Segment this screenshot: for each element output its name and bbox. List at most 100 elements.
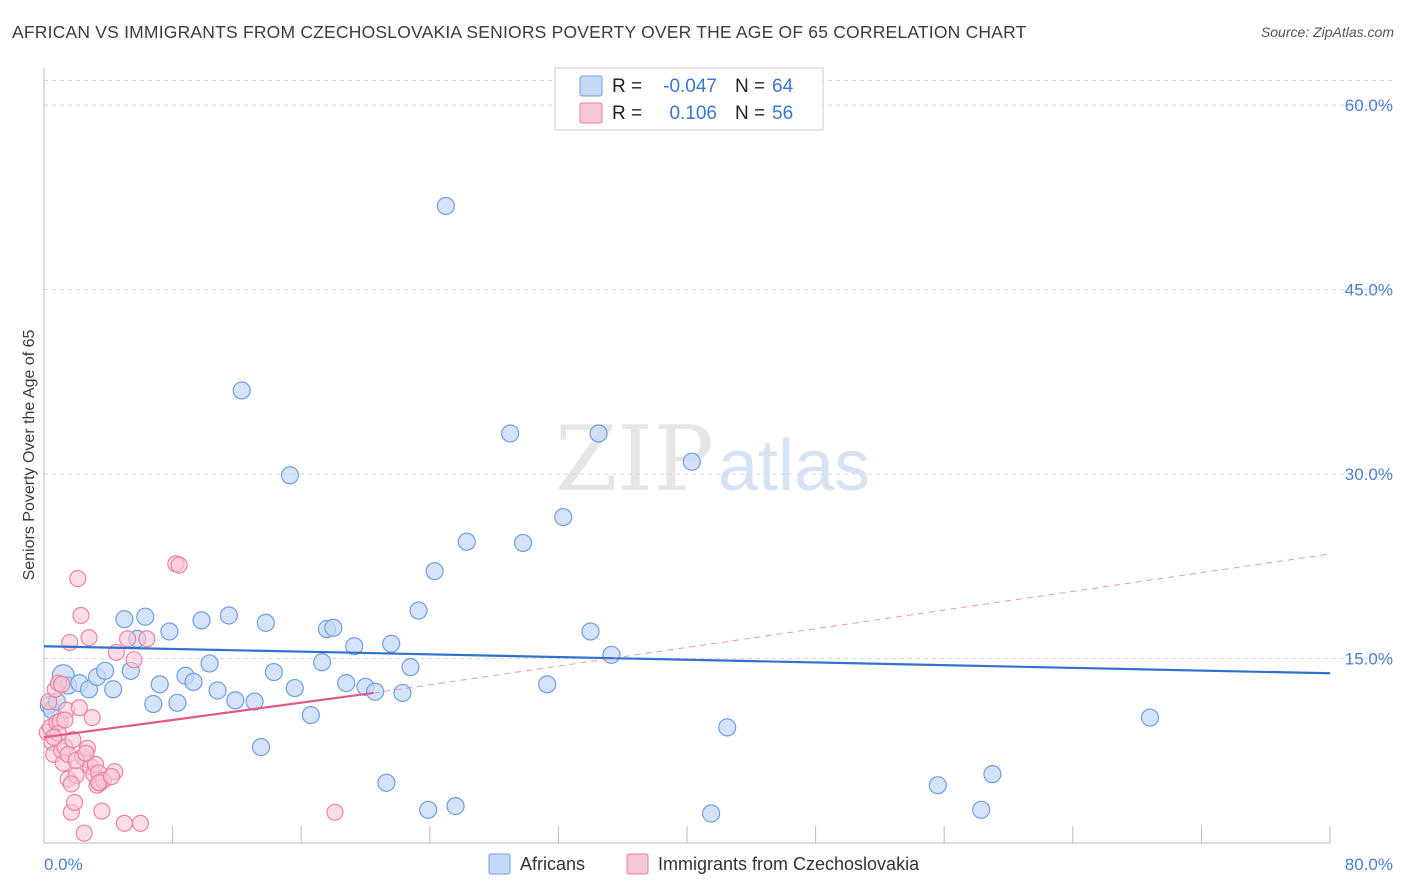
africans-point: [256, 613, 275, 632]
africans-point: [419, 800, 438, 819]
czech-point: [125, 651, 143, 669]
y-axis-title: Seniors Poverty Over the Age of 65: [21, 330, 38, 581]
africans-point: [436, 196, 455, 216]
africans-point: [219, 606, 238, 625]
czech-point: [102, 768, 121, 786]
czech-point: [93, 802, 111, 820]
africans-point: [144, 694, 163, 714]
chart-title: AFRICAN VS IMMIGRANTS FROM CZECHOSLOVAKI…: [12, 22, 1027, 42]
africans-point: [232, 381, 251, 400]
y-tick-label-60: 60.0%: [1345, 96, 1393, 115]
legend-n-value-0: 64: [772, 76, 794, 97]
tick-labels: 15.0% 30.0% 45.0% 60.0% 0.0% 80.0%: [44, 96, 1393, 874]
czech-points: [38, 555, 344, 842]
africans-point: [554, 507, 573, 527]
watermark-atlas: atlas: [718, 426, 870, 506]
africans-point: [581, 622, 600, 641]
africans-point: [983, 765, 1002, 784]
africans-point: [280, 466, 300, 485]
africans-point: [972, 800, 991, 819]
africans-point: [245, 692, 264, 711]
x-tick-label-min: 0.0%: [44, 855, 83, 874]
africans-point: [324, 618, 343, 637]
czech-point: [77, 744, 95, 762]
africans-point: [104, 680, 123, 699]
africans-point: [538, 675, 557, 694]
bottom-legend-africans: Africans: [520, 854, 585, 874]
legend-r-label-1: R =: [612, 103, 642, 124]
czech-point: [69, 570, 87, 588]
czech-point: [138, 630, 156, 648]
africans-point: [401, 658, 420, 677]
y-tick-label-45: 45.0%: [1345, 281, 1393, 300]
czech-point: [80, 629, 98, 647]
africans-point: [501, 424, 520, 443]
czech-point: [131, 814, 149, 832]
czech-point: [326, 803, 344, 821]
bottom-legend-swatch-czech: [626, 853, 649, 875]
czech-point: [70, 699, 88, 717]
africans-point: [1140, 708, 1160, 727]
africans-point: [160, 622, 179, 641]
source-label: Source: ZipAtlas.com: [1260, 24, 1394, 40]
czech-point: [75, 824, 93, 842]
africans-point: [457, 532, 476, 551]
y-tick-label-30: 30.0%: [1345, 465, 1393, 484]
africans-point: [718, 718, 737, 737]
czech-trend-extension: [373, 553, 1331, 694]
legend-n-label-1: N =: [735, 103, 765, 124]
africans-point: [382, 634, 401, 653]
legend-r-label-0: R =: [612, 76, 642, 97]
africans-point: [377, 773, 396, 792]
czech-point: [61, 633, 79, 652]
africans-point: [345, 637, 364, 656]
czech-point: [170, 556, 188, 574]
czech-point: [62, 775, 80, 793]
legend-swatch-africans: [579, 75, 603, 97]
africans-point: [200, 654, 219, 673]
trend-lines: [43, 553, 1331, 739]
y-tick-label-15: 15.0%: [1345, 650, 1393, 669]
africans-point: [702, 804, 721, 823]
czech-point: [115, 814, 133, 832]
gridlines: [44, 80, 1392, 660]
africans-trend-line: [43, 645, 1331, 675]
czech-point: [119, 630, 137, 648]
legend-r-value-1: 0.106: [669, 103, 717, 124]
africans-point: [337, 674, 356, 693]
africans-point: [409, 601, 428, 620]
africans-point: [589, 424, 608, 443]
africans-point: [95, 661, 115, 680]
africans-point: [312, 653, 332, 672]
africans-point: [393, 683, 412, 703]
x-tick-label-max: 80.0%: [1345, 855, 1393, 874]
africans-point: [425, 562, 444, 581]
africans-point: [150, 675, 169, 694]
legend-n-value-1: 56: [772, 103, 793, 124]
africans-points: [39, 196, 1160, 823]
africans-point: [226, 691, 245, 710]
africans-point: [928, 776, 947, 795]
africans-point: [168, 693, 187, 712]
czech-point: [56, 711, 74, 729]
legend-r-value-0: -0.047: [663, 76, 717, 97]
czech-point: [53, 675, 71, 693]
czech-trend-line: [43, 691, 374, 739]
africans-point: [208, 681, 227, 700]
africans-point: [366, 682, 385, 701]
czech-point: [64, 731, 82, 749]
africans-point: [192, 611, 211, 630]
legend-n-label-0: N =: [735, 76, 765, 97]
legend: R = -0.047 N = 64 R = 0.106 N = 56: [554, 67, 824, 131]
bottom-legend: Africans Immigrants from Czechoslovakia: [488, 853, 920, 875]
africans-point: [602, 645, 621, 664]
africans-point: [446, 797, 465, 816]
legend-swatch-czech: [579, 102, 603, 124]
africans-point: [264, 662, 283, 682]
africans-point: [115, 610, 134, 629]
bottom-legend-czech: Immigrants from Czechoslovakia: [658, 854, 920, 874]
africans-point: [136, 607, 155, 626]
czech-point: [83, 709, 101, 727]
bottom-legend-swatch-africans: [488, 853, 511, 875]
